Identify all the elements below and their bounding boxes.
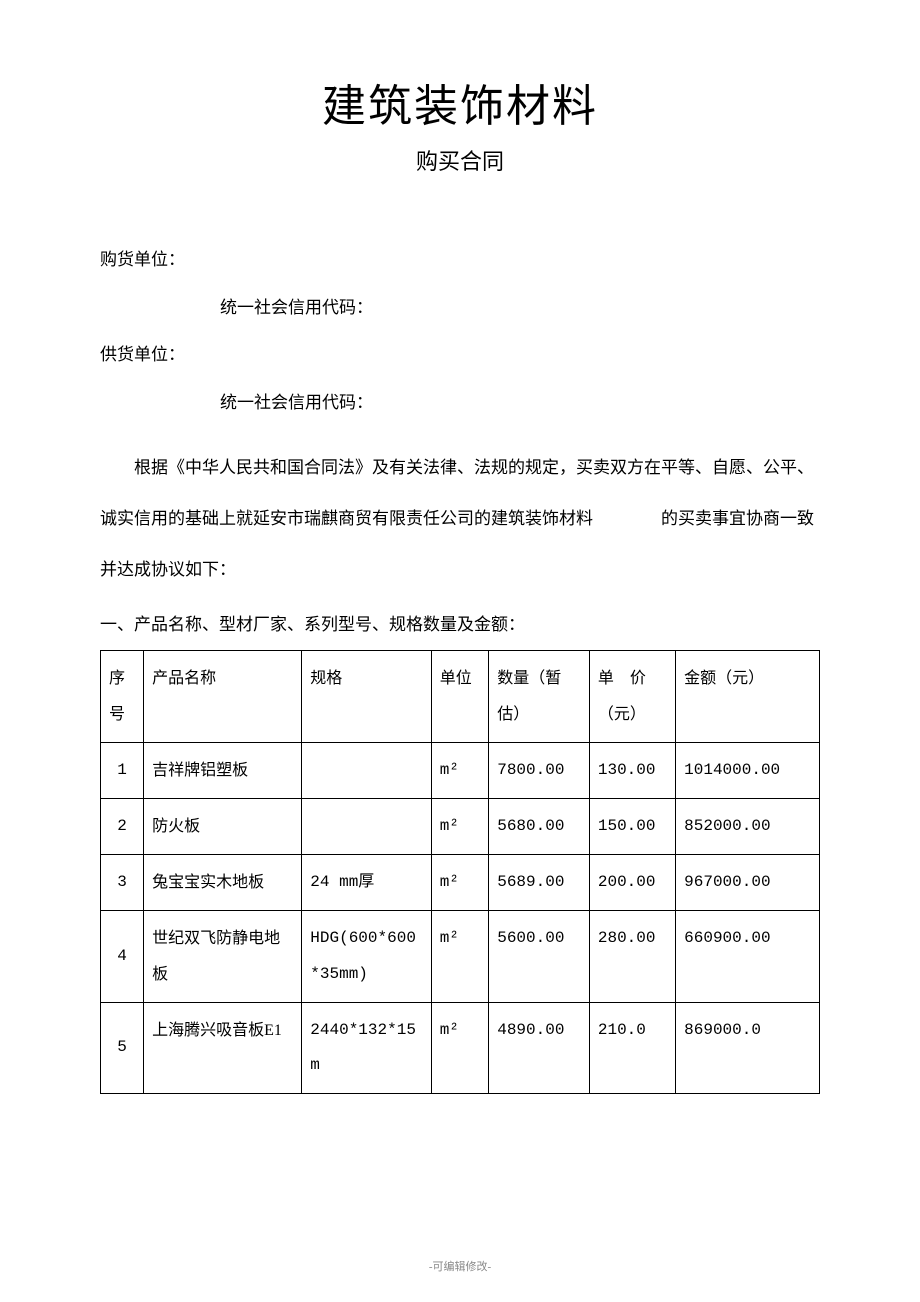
cell-name: 世纪双飞防静电地板	[144, 911, 302, 1002]
cell-price: 210.0	[589, 1002, 675, 1093]
cell-name: 兔宝宝实木地板	[144, 855, 302, 911]
cell-name: 防火板	[144, 798, 302, 854]
cell-seq: 4	[101, 911, 144, 1002]
cell-seq: 1	[101, 742, 144, 798]
cell-price: 200.00	[589, 855, 675, 911]
cell-amount: 1014000.00	[676, 742, 820, 798]
product-table: 序号 产品名称 规格 单位 数量（暂估） 单 价（元） 金额（元） 1 吉祥牌铝…	[100, 650, 820, 1094]
col-name: 产品名称	[144, 651, 302, 742]
cell-unit: m²	[431, 855, 489, 911]
supplier-label: 供货单位：	[100, 331, 820, 379]
section-1-heading: 一、产品名称、型材厂家、系列型号、规格数量及金额：	[100, 599, 820, 650]
cell-spec: HDG(600*600*35mm)	[302, 911, 431, 1002]
cell-amount: 660900.00	[676, 911, 820, 1002]
page-title: 建筑装饰材料	[100, 70, 820, 134]
footer-note: -可编辑修改-	[0, 1258, 920, 1274]
col-unit: 单位	[431, 651, 489, 742]
table-row: 3 兔宝宝实木地板 24 mm厚 m² 5689.00 200.00 96700…	[101, 855, 820, 911]
cell-unit: m²	[431, 742, 489, 798]
col-seq: 序号	[101, 651, 144, 742]
table-header-row: 序号 产品名称 规格 单位 数量（暂估） 单 价（元） 金额（元）	[101, 651, 820, 742]
page-subtitle: 购买合同	[100, 144, 820, 176]
cell-seq: 3	[101, 855, 144, 911]
col-price: 单 价（元）	[589, 651, 675, 742]
cell-price: 150.00	[589, 798, 675, 854]
cell-unit: m²	[431, 911, 489, 1002]
table-row: 5 上海腾兴吸音板E1 2440*132*15m m² 4890.00 210.…	[101, 1002, 820, 1093]
table-row: 2 防火板 m² 5680.00 150.00 852000.00	[101, 798, 820, 854]
cell-price: 280.00	[589, 911, 675, 1002]
cell-unit: m²	[431, 798, 489, 854]
cell-amount: 967000.00	[676, 855, 820, 911]
cell-price: 130.00	[589, 742, 675, 798]
supplier-code-label: 统一社会信用代码：	[100, 379, 820, 427]
col-spec: 规格	[302, 651, 431, 742]
cell-name: 上海腾兴吸音板E1	[144, 1002, 302, 1093]
buyer-label: 购货单位：	[100, 236, 820, 284]
cell-spec	[302, 742, 431, 798]
cell-qty: 5600.00	[489, 911, 590, 1002]
cell-unit: m²	[431, 1002, 489, 1093]
document-page: 建筑装饰材料 购买合同 购货单位： 统一社会信用代码： 供货单位： 统一社会信用…	[0, 0, 920, 1302]
cell-spec: 24 mm厚	[302, 855, 431, 911]
cell-qty: 4890.00	[489, 1002, 590, 1093]
cell-name: 吉祥牌铝塑板	[144, 742, 302, 798]
cell-qty: 5689.00	[489, 855, 590, 911]
col-qty: 数量（暂估）	[489, 651, 590, 742]
table-row: 1 吉祥牌铝塑板 m² 7800.00 130.00 1014000.00	[101, 742, 820, 798]
intro-paragraph: 根据《中华人民共和国合同法》及有关法律、法规的规定，买卖双方在平等、自愿、公平、…	[100, 442, 820, 595]
buyer-code-label: 统一社会信用代码：	[100, 284, 820, 332]
cell-spec: 2440*132*15m	[302, 1002, 431, 1093]
cell-amount: 869000.0	[676, 1002, 820, 1093]
table-row: 4 世纪双飞防静电地板 HDG(600*600*35mm) m² 5600.00…	[101, 911, 820, 1002]
table-body: 1 吉祥牌铝塑板 m² 7800.00 130.00 1014000.00 2 …	[101, 742, 820, 1093]
cell-qty: 5680.00	[489, 798, 590, 854]
cell-spec	[302, 798, 431, 854]
cell-amount: 852000.00	[676, 798, 820, 854]
cell-seq: 2	[101, 798, 144, 854]
cell-qty: 7800.00	[489, 742, 590, 798]
cell-seq: 5	[101, 1002, 144, 1093]
col-amt: 金额（元）	[676, 651, 820, 742]
